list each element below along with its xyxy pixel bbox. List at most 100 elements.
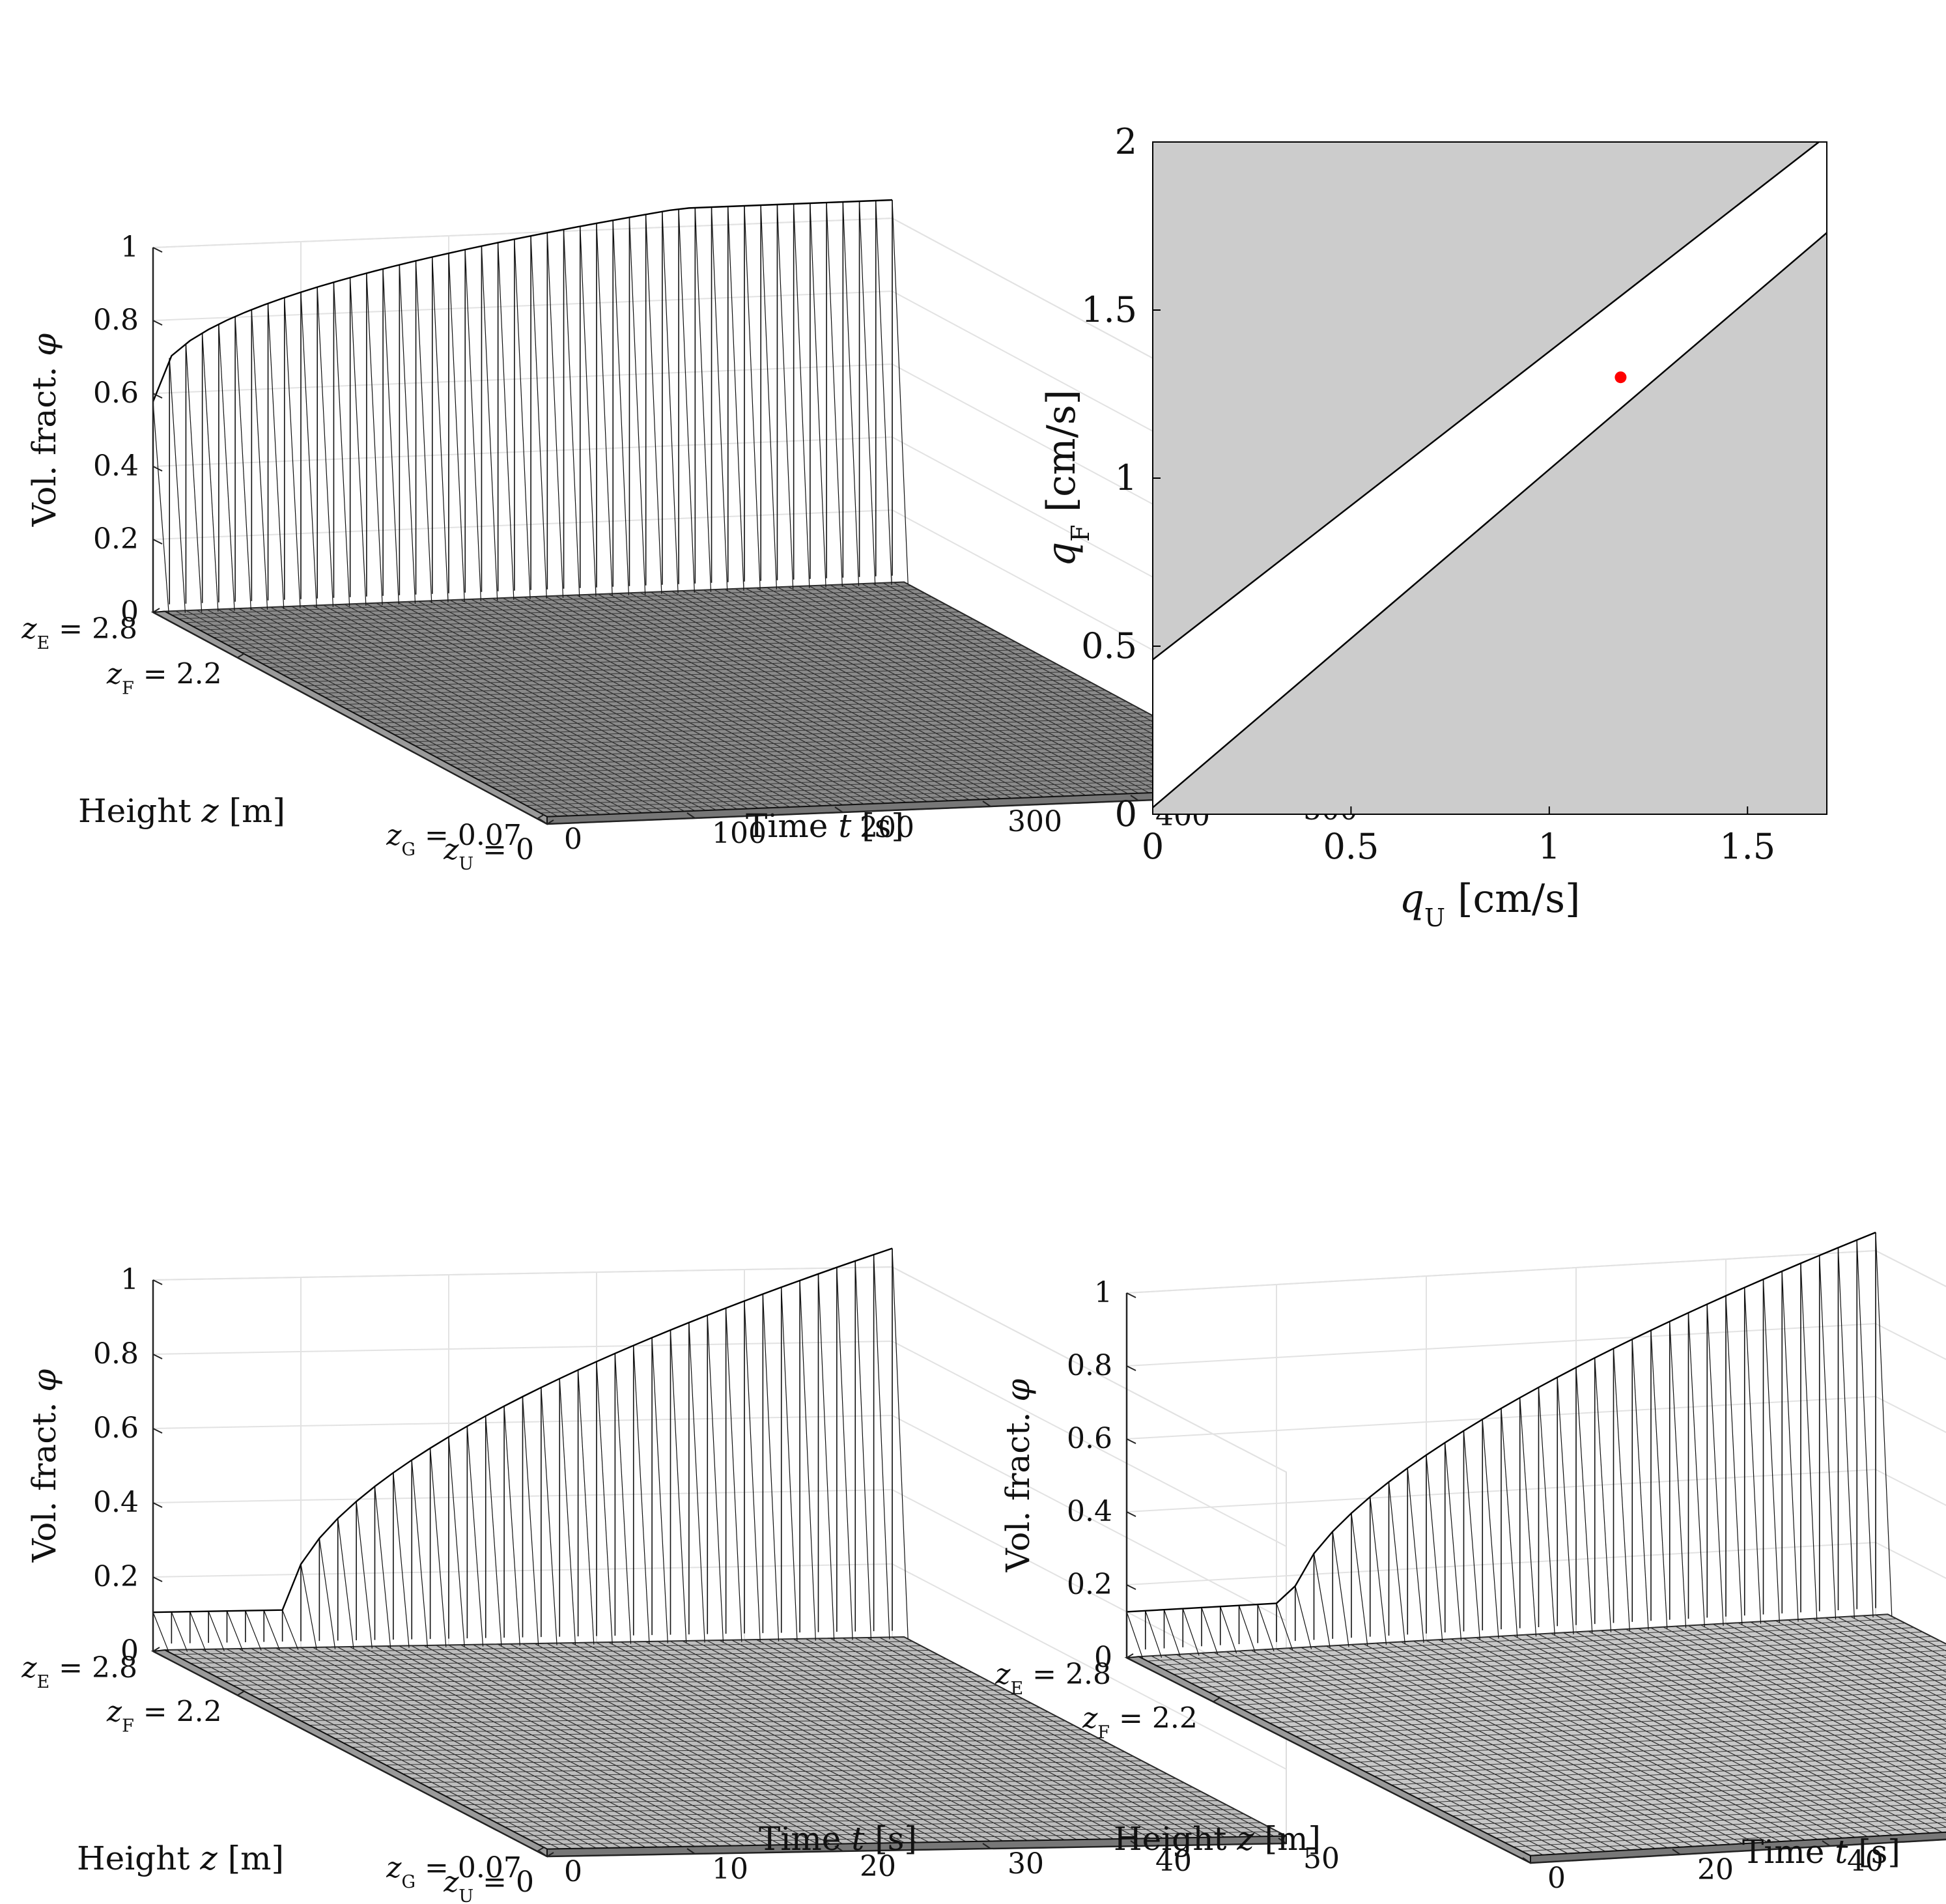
wall-slope-line	[169, 358, 186, 613]
mesh-line-time	[175, 610, 558, 817]
mesh-line-time	[323, 604, 706, 811]
mesh-line-time	[214, 1649, 597, 1849]
axes: 00.20.40.60.81020406080100zE = 2.8zF = 2…	[994, 1276, 1946, 1895]
mesh-line-height	[224, 1668, 964, 1682]
mesh-line-height	[266, 1690, 1006, 1704]
wall-slope-line	[1744, 1287, 1762, 1624]
wall-slope-line	[317, 287, 334, 607]
tick-label-phi: 0.4	[93, 449, 139, 483]
mesh-line-height	[317, 664, 1057, 694]
wall-slope-line	[1706, 1304, 1724, 1627]
boundary-line-upper	[1152, 141, 1820, 661]
tick-label-height: zF = 2.2	[106, 1696, 222, 1737]
mesh-line-height	[387, 701, 1127, 732]
surface-high-wall	[152, 1247, 909, 1653]
wall-slope-line	[1819, 1255, 1837, 1620]
mesh-line-time	[228, 608, 611, 815]
wall-slope-line	[366, 273, 383, 605]
mesh-line-time	[714, 589, 1097, 795]
tick-label-y: 0.5	[1081, 625, 1137, 666]
mesh-line-height	[227, 615, 967, 646]
mesh-line-time	[281, 606, 664, 813]
wall-slope-line	[688, 1322, 705, 1643]
mesh-line-height	[1365, 1738, 1946, 1772]
boundary-line-lower	[1152, 232, 1827, 808]
wall-slope-line	[208, 1611, 225, 1651]
wall-slope-line	[1519, 1397, 1537, 1637]
mesh-line-time	[418, 601, 801, 807]
mesh-line-time	[768, 1639, 1151, 1839]
tick-label-y: 2	[1115, 121, 1137, 162]
mesh-line-height	[442, 731, 1182, 761]
wall-slope-line	[1800, 1263, 1818, 1621]
mesh-line-height	[192, 596, 932, 627]
mesh-line-time	[386, 1645, 769, 1846]
tick-phi	[152, 320, 163, 326]
mesh-line-time	[263, 1647, 646, 1848]
mesh-line-time	[657, 1641, 1040, 1841]
mesh-line-height	[343, 1729, 1083, 1744]
mesh-line-height	[1156, 1623, 1906, 1666]
mesh-line-time	[288, 1647, 671, 1847]
mesh-line-height	[1461, 1792, 1946, 1821]
wall-slope-line	[300, 1564, 317, 1650]
mesh-line-height	[199, 1654, 938, 1668]
wall-slope-line	[481, 246, 498, 601]
mesh-line-time	[492, 598, 875, 804]
mesh-line-height	[352, 1733, 1092, 1748]
mesh-line-time	[660, 591, 1044, 798]
mesh-line-height	[352, 682, 1092, 713]
mesh-line-time	[1201, 1653, 1594, 1853]
back-wall-left	[152, 217, 893, 614]
mesh-line-time	[374, 1645, 757, 1846]
mesh-line-height	[345, 679, 1085, 709]
mesh-line-time	[1263, 1649, 1656, 1849]
wall-slope-line	[1407, 1468, 1424, 1643]
mesh-line-height	[380, 697, 1120, 728]
wall-slope-line	[875, 200, 892, 585]
mesh-line-time	[867, 1637, 1250, 1838]
mesh-line-height	[186, 593, 925, 623]
tick-phi	[152, 1428, 163, 1434]
tick-label-height: zF = 2.2	[106, 658, 222, 699]
mesh-line-height	[513, 1817, 1252, 1832]
mesh-line-time	[1363, 1643, 1756, 1843]
mesh-line-height	[419, 1769, 1159, 1783]
mesh-line-time	[780, 1638, 1164, 1839]
mesh-line-time	[1338, 1645, 1730, 1845]
wall-slope-line	[817, 1273, 835, 1641]
mesh-line-time	[879, 1637, 1262, 1837]
wall-slope-line	[578, 1370, 595, 1645]
mesh-line-time	[302, 605, 685, 812]
tick-label-y: 0	[1115, 793, 1137, 834]
mesh-line-height	[1374, 1743, 1946, 1777]
mesh-line-time	[251, 1648, 634, 1848]
tick-time	[686, 812, 696, 819]
mesh-line-height	[470, 746, 1210, 776]
mesh-line-time	[376, 603, 759, 809]
mesh-line-height	[220, 611, 960, 642]
mesh-line-time	[559, 1642, 942, 1843]
mesh-line-time	[819, 585, 1202, 791]
tick-phi	[1126, 1438, 1136, 1444]
mesh-line-height	[462, 1791, 1202, 1806]
mesh-line-time	[481, 598, 864, 805]
wall-slope-line	[399, 264, 416, 604]
region-plot-top-right: 0 0.5 1 1.5 0 0.5 1 1.5 2 qU [cm/s] qF [cm/s]	[1039, 121, 1827, 932]
mesh-line-time	[201, 1649, 585, 1849]
tick-label-phi: 0.2	[93, 522, 139, 556]
tick-phi	[152, 539, 163, 545]
wall-slope-line	[1875, 1232, 1893, 1617]
mesh-line-height	[1269, 1684, 1946, 1724]
mesh-line-time	[1562, 1632, 1946, 1828]
wall-slope-line	[485, 1415, 502, 1647]
tick-time	[539, 818, 548, 825]
mesh-line-height	[491, 757, 1231, 788]
tick-label-height: zG = 0.07	[386, 819, 522, 860]
mesh-line-time	[509, 1643, 892, 1843]
wall-slope-line	[1856, 1240, 1874, 1618]
tick-phi	[152, 1354, 163, 1359]
wall-slope-line	[1613, 1348, 1630, 1632]
mesh-line-height	[1382, 1748, 1946, 1781]
